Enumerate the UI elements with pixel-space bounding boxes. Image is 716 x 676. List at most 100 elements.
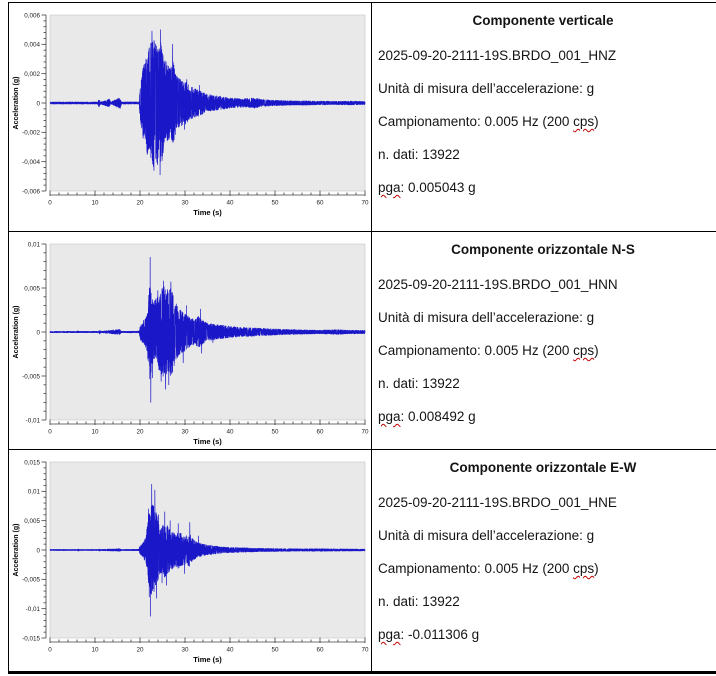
- info-panel-ew: Componente orizzontale E-W 2025-09-20-21…: [372, 450, 716, 671]
- sampling-line: Campionamento: 0.005 Hz (200 cps): [378, 112, 708, 131]
- x-axis: [49, 419, 366, 425]
- x-tick-label: 0: [48, 200, 52, 207]
- sampling-text: Campionamento: 0.005 Hz (200: [378, 114, 574, 129]
- x-tick-label: 20: [136, 647, 144, 654]
- chart-cell-vertical: 0,006 0,004 0,002 0 -0,002 -0,004 -0,006 0 10 20 3…: [9, 3, 372, 231]
- chart-cell-ew: 0,015 0,01 0,005 0 -0,005 -0,01 -0,015 0 10 20 30 4…: [9, 450, 372, 671]
- x-tick-label: 10: [91, 647, 99, 654]
- y-tick-label: -0,002: [22, 130, 40, 137]
- pga-line: pga: -0.011306 g: [378, 625, 708, 644]
- misspelled-word-pga: pga: [378, 180, 401, 195]
- x-tick-label: 40: [226, 647, 234, 654]
- unit-line: Unità di misura dell’accelerazione: g: [378, 310, 595, 325]
- component-title: Componente verticale: [472, 13, 614, 28]
- x-axis-title: Time (s): [193, 655, 222, 664]
- seismogram-waveform: [49, 29, 366, 176]
- ndata-line: n. dati: 13922: [378, 376, 460, 391]
- table-row: 0,015 0,01 0,005 0 -0,005 -0,01 -0,015 0 10 20 30 4…: [9, 450, 716, 671]
- unit-line: Unità di misura dell’accelerazione: g: [378, 81, 595, 96]
- x-tick-label: 50: [271, 429, 279, 436]
- misspelled-word-cps: cps: [573, 114, 595, 129]
- x-tick-label: 60: [316, 647, 324, 654]
- sampling-line: Campionamento: 0.005 Hz (200 cps): [378, 341, 708, 360]
- x-tick-label: 20: [136, 429, 144, 436]
- seismogram-waveform: [49, 256, 366, 403]
- y-tick-label: 0,002: [24, 71, 40, 78]
- y-tick-label: -0,005: [22, 373, 40, 380]
- y-tick-label: 0: [36, 329, 40, 336]
- y-tick-label: 0,01: [28, 489, 41, 496]
- y-tick-label: -0,006: [22, 188, 40, 195]
- record-filename: 2025-09-20-2111-19S.BRDO_001_HNE: [378, 495, 617, 510]
- sampling-text: Campionamento: 0.005 Hz (200: [378, 343, 574, 358]
- x-axis-title: Time (s): [193, 437, 222, 446]
- y-axis: [41, 243, 47, 421]
- x-tick-label: 60: [316, 429, 324, 436]
- misspelled-word-pga: pga: [378, 409, 401, 424]
- misspelled-word-pga: pga: [378, 627, 401, 642]
- misspelled-word-cps: cps: [573, 561, 595, 576]
- pga-value: : 0.005043 g: [400, 180, 476, 195]
- x-tick-label: 40: [226, 429, 234, 436]
- report-table: 0,006 0,004 0,002 0 -0,002 -0,004 -0,006 0 10 20 3…: [8, 2, 716, 674]
- record-filename: 2025-09-20-2111-19S.BRDO_001_HNN: [378, 277, 618, 292]
- y-tick-label: 0,005: [24, 285, 40, 292]
- y-axis: [41, 461, 47, 639]
- y-tick-label: 0,01: [28, 241, 41, 248]
- y-tick-label: 0,015: [24, 459, 40, 466]
- y-tick-label: 0: [36, 100, 40, 107]
- pga-value: : -0.011306 g: [400, 627, 480, 642]
- y-tick-label: 0,005: [24, 518, 40, 525]
- x-tick-label: 50: [271, 647, 279, 654]
- y-axis: [41, 14, 47, 192]
- seismogram-chart-hne: 0,015 0,01 0,005 0 -0,005 -0,01 -0,015 0 10 20 30 4…: [13, 459, 369, 664]
- table-row: 0,01 0,005 0 -0,005 -0,01 0 10 20 30 40 50 60 70 Acce…: [9, 232, 716, 450]
- y-tick-label: -0,004: [22, 159, 40, 166]
- x-tick-label: 10: [91, 429, 99, 436]
- seismogram-chart-hnn: 0,01 0,005 0 -0,005 -0,01 0 10 20 30 40 50 60 70 Acce…: [13, 241, 369, 446]
- record-filename: 2025-09-20-2111-19S.BRDO_001_HNZ: [378, 48, 617, 63]
- ndata-line: n. dati: 13922: [378, 594, 460, 609]
- sampling-text-close: ): [594, 114, 599, 129]
- pga-line: pga: 0.005043 g: [378, 178, 708, 197]
- info-panel-vertical: Componente verticale 2025-09-20-2111-19S…: [372, 3, 716, 231]
- x-tick-label: 50: [271, 200, 279, 207]
- y-axis-title: Acceleration (g): [13, 306, 20, 359]
- x-tick-label: 0: [48, 647, 52, 654]
- x-tick-label: 30: [181, 200, 189, 207]
- x-tick-label: 70: [361, 647, 369, 654]
- pga-value: : 0.008492 g: [400, 409, 476, 424]
- x-axis-title: Time (s): [193, 208, 222, 217]
- y-tick-label: -0,015: [22, 635, 40, 642]
- sampling-text: Campionamento: 0.005 Hz (200: [378, 561, 574, 576]
- y-tick-label: -0,005: [22, 577, 40, 584]
- chart-cell-ns: 0,01 0,005 0 -0,005 -0,01 0 10 20 30 40 50 60 70 Acce…: [9, 232, 372, 449]
- x-tick-label: 30: [181, 647, 189, 654]
- y-axis-title: Acceleration (g): [13, 524, 20, 577]
- misspelled-word-cps: cps: [573, 343, 595, 358]
- x-tick-label: 70: [361, 200, 369, 207]
- y-tick-label: 0: [36, 547, 40, 554]
- seismogram-waveform: [49, 483, 366, 617]
- x-tick-label: 70: [361, 429, 369, 436]
- x-tick-label: 40: [226, 200, 234, 207]
- info-panel-ns: Componente orizzontale N-S 2025-09-20-21…: [372, 232, 716, 449]
- y-tick-label: -0,01: [26, 606, 41, 613]
- component-title: Componente orizzontale E-W: [449, 460, 637, 475]
- y-tick-label: -0,01: [26, 417, 41, 424]
- seismogram-chart-hnz: 0,006 0,004 0,002 0 -0,002 -0,004 -0,006 0 10 20 3…: [13, 12, 369, 217]
- pga-line: pga: 0.008492 g: [378, 407, 708, 426]
- x-tick-label: 30: [181, 429, 189, 436]
- y-axis-title: Acceleration (g): [13, 77, 20, 130]
- sampling-text-close: ): [594, 343, 599, 358]
- x-tick-label: 20: [136, 200, 144, 207]
- x-tick-label: 60: [316, 200, 324, 207]
- x-axis: [49, 190, 366, 196]
- ndata-line: n. dati: 13922: [378, 147, 460, 162]
- table-row: 0,006 0,004 0,002 0 -0,002 -0,004 -0,006 0 10 20 3…: [9, 3, 716, 232]
- y-tick-label: 0,004: [24, 42, 40, 49]
- y-tick-label: 0,006: [24, 12, 40, 19]
- sampling-text-close: ): [594, 561, 599, 576]
- x-axis: [49, 637, 366, 643]
- x-tick-label: 0: [48, 429, 52, 436]
